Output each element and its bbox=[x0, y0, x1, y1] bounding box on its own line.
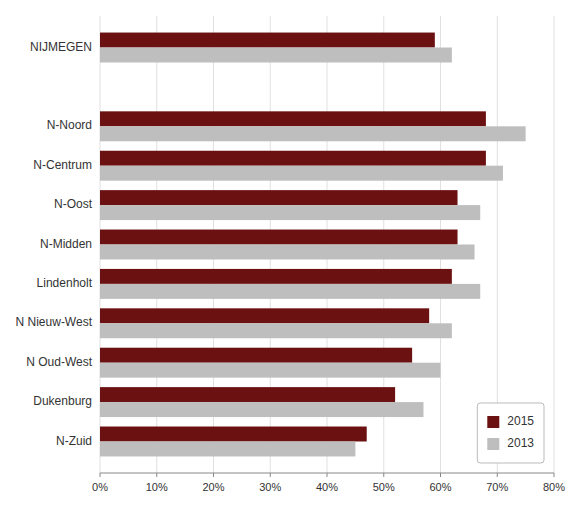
tick-mark bbox=[213, 473, 214, 477]
bar bbox=[100, 284, 480, 299]
legend-swatch bbox=[487, 438, 499, 450]
category-label: N-Oost bbox=[54, 197, 93, 211]
bar bbox=[100, 308, 429, 323]
tick-mark bbox=[440, 473, 441, 477]
y-axis: N-Zuid Dukenburg N Oud-West N Nieuw-West Lin… bbox=[16, 40, 93, 448]
category-label: N Nieuw-West bbox=[16, 315, 93, 329]
bar bbox=[100, 441, 355, 456]
tick-mark bbox=[497, 473, 498, 477]
bar bbox=[100, 190, 458, 205]
category-label: Dukenburg bbox=[33, 394, 92, 408]
tick-label: 20% bbox=[202, 481, 224, 493]
tick-label: 50% bbox=[373, 481, 395, 493]
tick-label: 10% bbox=[146, 481, 168, 493]
bar bbox=[100, 427, 367, 442]
category-label: N-Midden bbox=[40, 237, 92, 251]
tick-mark bbox=[327, 473, 328, 477]
bar bbox=[100, 323, 452, 338]
x-axis-line bbox=[100, 473, 554, 474]
legend: 2015 2013 bbox=[477, 403, 544, 463]
tick-mark bbox=[383, 473, 384, 477]
category-label: N Oud-West bbox=[26, 355, 92, 369]
bar bbox=[100, 126, 526, 141]
bar bbox=[100, 33, 435, 48]
legend-label: 2015 bbox=[507, 414, 534, 428]
bar bbox=[100, 111, 486, 126]
tick-label: 0% bbox=[92, 481, 108, 493]
tick-mark bbox=[554, 473, 555, 477]
tick-mark bbox=[156, 473, 157, 477]
page: {"chart_data": {"type": "bar", "orientat… bbox=[0, 0, 578, 509]
legend-frame bbox=[477, 403, 544, 463]
bar bbox=[100, 402, 423, 417]
bar bbox=[100, 230, 458, 245]
legend-label: 2013 bbox=[507, 436, 534, 450]
tick-label: 30% bbox=[259, 481, 281, 493]
tick-label: 40% bbox=[316, 481, 338, 493]
tick-mark bbox=[270, 473, 271, 477]
bar bbox=[100, 166, 503, 181]
bar bbox=[100, 348, 412, 363]
chart-svg: 0% 10% 20% 30% 40% 50% 60% 70% 80% N-Zuid Dukenbur… bbox=[0, 0, 578, 509]
legend-swatch bbox=[487, 416, 499, 428]
tick-label: 80% bbox=[543, 481, 565, 493]
bar bbox=[100, 245, 475, 260]
bar bbox=[100, 363, 441, 378]
category-label: Lindenholt bbox=[37, 276, 93, 290]
category-label: N-Noord bbox=[47, 118, 92, 132]
bar bbox=[100, 387, 395, 402]
category-label: NIJMEGEN bbox=[30, 40, 92, 54]
tick-label: 60% bbox=[429, 481, 451, 493]
bar bbox=[100, 151, 486, 166]
tick-mark bbox=[100, 473, 101, 477]
grid-line bbox=[554, 16, 555, 473]
chart-container: 0% 10% 20% 30% 40% 50% 60% 70% 80% N-Zuid Dukenbur… bbox=[0, 0, 578, 509]
category-label: N-Centrum bbox=[33, 158, 92, 172]
bars bbox=[100, 33, 526, 457]
grid bbox=[100, 16, 554, 473]
x-axis: 0% 10% 20% 30% 40% 50% 60% 70% 80% bbox=[92, 473, 565, 493]
bar bbox=[100, 205, 480, 220]
bar bbox=[100, 269, 452, 284]
category-label: N-Zuid bbox=[56, 434, 92, 448]
bar bbox=[100, 48, 452, 63]
tick-label: 70% bbox=[486, 481, 508, 493]
